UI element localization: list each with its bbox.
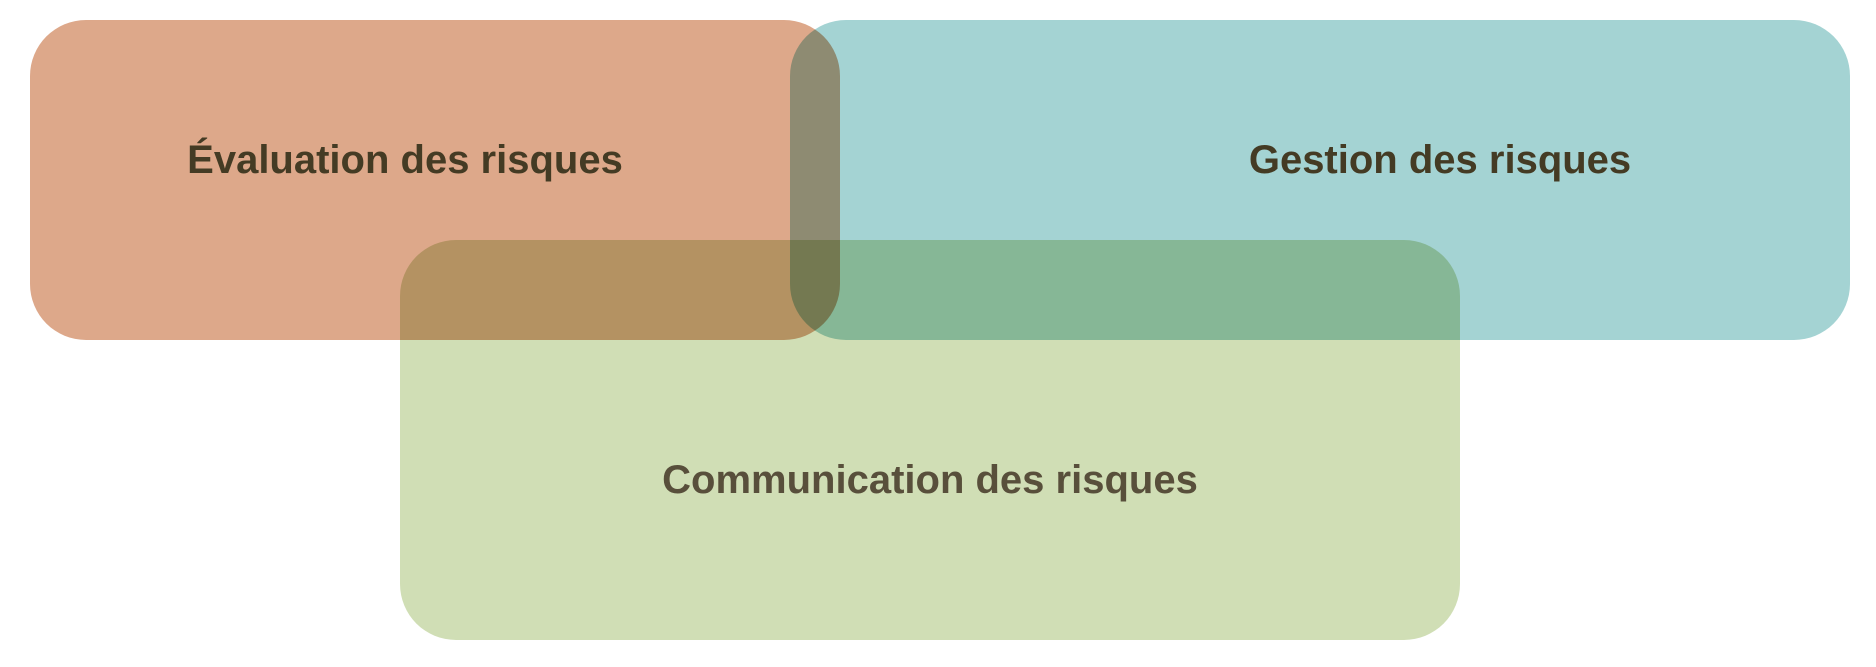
diagram-stage: Gestion des risques Évaluation des risqu… [0, 0, 1876, 667]
box-communication-des-risques: Communication des risques [400, 240, 1460, 640]
label-gestion-des-risques: Gestion des risques [1249, 138, 1631, 183]
label-communication-des-risques: Communication des risques [662, 458, 1198, 503]
label-evaluation-des-risques: Évaluation des risques [187, 138, 623, 183]
